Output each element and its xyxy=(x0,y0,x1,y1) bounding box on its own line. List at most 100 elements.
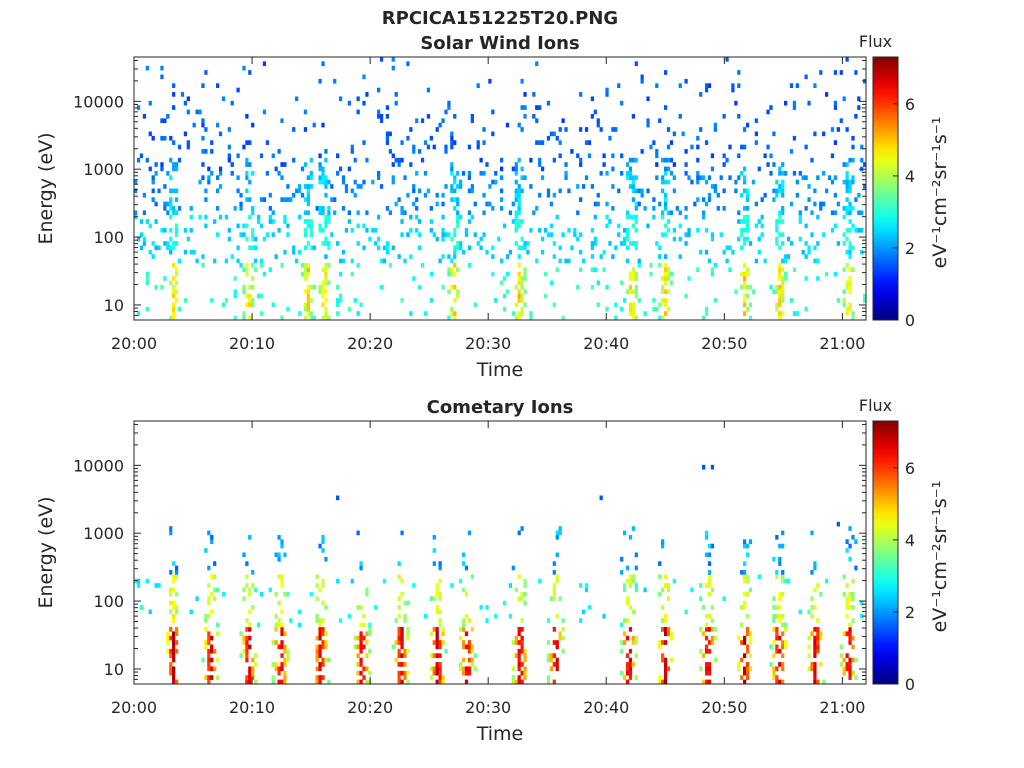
heatmap-cell xyxy=(614,127,618,132)
heatmap-cell xyxy=(696,197,700,202)
heatmap-cell xyxy=(189,206,193,211)
heatmap-cell xyxy=(804,175,808,181)
heatmap-cell xyxy=(207,179,211,185)
heatmap-cell xyxy=(286,232,290,238)
heatmap-cell xyxy=(327,315,331,320)
heatmap-cell xyxy=(482,127,486,132)
heatmap-cell xyxy=(511,201,515,207)
heatmap-cell xyxy=(772,653,776,658)
heatmap-cell xyxy=(807,635,811,641)
heatmap-cell xyxy=(174,298,179,303)
heatmap-cell xyxy=(699,249,703,255)
heatmap-cell xyxy=(236,87,240,93)
heatmap-cell xyxy=(306,263,310,268)
heatmap-cell xyxy=(514,223,518,229)
heatmap-cell xyxy=(459,578,463,584)
heatmap-cell xyxy=(403,258,407,264)
heatmap-cell xyxy=(151,188,155,194)
heatmap-cell xyxy=(435,583,439,588)
heatmap-cell xyxy=(385,131,390,137)
heatmap-cell xyxy=(160,135,164,141)
heatmap-cell xyxy=(666,587,671,593)
heatmap-cell xyxy=(810,631,814,637)
heatmap-cell xyxy=(810,210,814,216)
heatmap-cell xyxy=(517,276,521,281)
heatmap-cell xyxy=(804,74,808,80)
heatmap-cell xyxy=(743,600,747,606)
heatmap-cell xyxy=(174,166,179,172)
heatmap-cell xyxy=(836,298,840,303)
heatmap-cell xyxy=(318,543,322,549)
heatmap-cell xyxy=(473,232,477,238)
heatmap-cell xyxy=(400,210,404,216)
heatmap-cell xyxy=(813,131,817,137)
heatmap-cell xyxy=(842,591,846,597)
heatmap-cell xyxy=(438,578,442,584)
heatmap-cell xyxy=(341,175,346,181)
heatmap-cell xyxy=(631,306,635,312)
heatmap-cell xyxy=(666,166,671,172)
heatmap-cell xyxy=(772,670,776,676)
heatmap-cell xyxy=(157,245,161,251)
heatmap-cell xyxy=(438,122,442,128)
heatmap-cell xyxy=(848,635,852,641)
heatmap-cell xyxy=(338,96,343,102)
heatmap-cell xyxy=(552,131,556,137)
heatmap-cell xyxy=(778,591,782,597)
heatmap-cell xyxy=(631,188,635,194)
heatmap-cell xyxy=(663,298,668,303)
heatmap-cell xyxy=(306,201,310,207)
heatmap-cell xyxy=(236,223,240,229)
heatmap-cell xyxy=(236,153,240,159)
heatmap-cell xyxy=(661,210,665,216)
heatmap-cell xyxy=(450,170,454,176)
heatmap-cell xyxy=(839,118,843,124)
heatmap-cell xyxy=(470,627,474,632)
heatmap-cell xyxy=(186,140,190,145)
heatmap-cell xyxy=(663,70,668,75)
heatmap-cell xyxy=(608,135,612,141)
heatmap-cell xyxy=(520,175,524,181)
heatmap-cell xyxy=(520,526,524,531)
heatmap-cell xyxy=(713,127,717,132)
heatmap-cell xyxy=(722,188,726,194)
heatmap-cell xyxy=(745,192,750,198)
heatmap-cell xyxy=(605,92,609,97)
heatmap-cell xyxy=(438,653,442,658)
heatmap-cell xyxy=(227,153,231,159)
heatmap-cell xyxy=(564,170,568,176)
heatmap-cell xyxy=(848,306,852,312)
heatmap-cell xyxy=(707,578,712,584)
heatmap-cell xyxy=(136,578,141,584)
heatmap-cell xyxy=(710,232,715,238)
heatmap-cell xyxy=(333,78,337,84)
heatmap-cell xyxy=(268,587,272,593)
heatmap-cell xyxy=(418,219,422,224)
heatmap-cell xyxy=(661,157,665,163)
heatmap-cell xyxy=(743,302,747,308)
heatmap-cell xyxy=(362,74,366,80)
heatmap-cell xyxy=(166,635,170,641)
heatmap-cell xyxy=(312,284,316,290)
heatmap-cell xyxy=(160,227,164,233)
heatmap-cell xyxy=(661,276,665,281)
heatmap-cell xyxy=(450,188,454,194)
heatmap-cell xyxy=(845,583,849,588)
heatmap-cell xyxy=(359,622,363,628)
heatmap-cell xyxy=(778,596,782,602)
heatmap-cell xyxy=(453,140,457,145)
heatmap-cell xyxy=(523,289,527,294)
heatmap-cells xyxy=(134,464,864,684)
heatmap-cell xyxy=(590,254,594,259)
heatmap-cell xyxy=(303,109,308,115)
heatmap-cell xyxy=(740,271,744,277)
heatmap-cell xyxy=(745,188,750,194)
heatmap-cell xyxy=(611,166,615,172)
heatmap-cell xyxy=(743,640,747,645)
heatmap-cell xyxy=(678,223,682,229)
heatmap-cell xyxy=(359,640,363,645)
heatmap-cell xyxy=(385,140,390,145)
heatmap-cell xyxy=(628,306,633,312)
heatmap-cell xyxy=(406,648,410,654)
heatmap-cell xyxy=(546,188,551,194)
